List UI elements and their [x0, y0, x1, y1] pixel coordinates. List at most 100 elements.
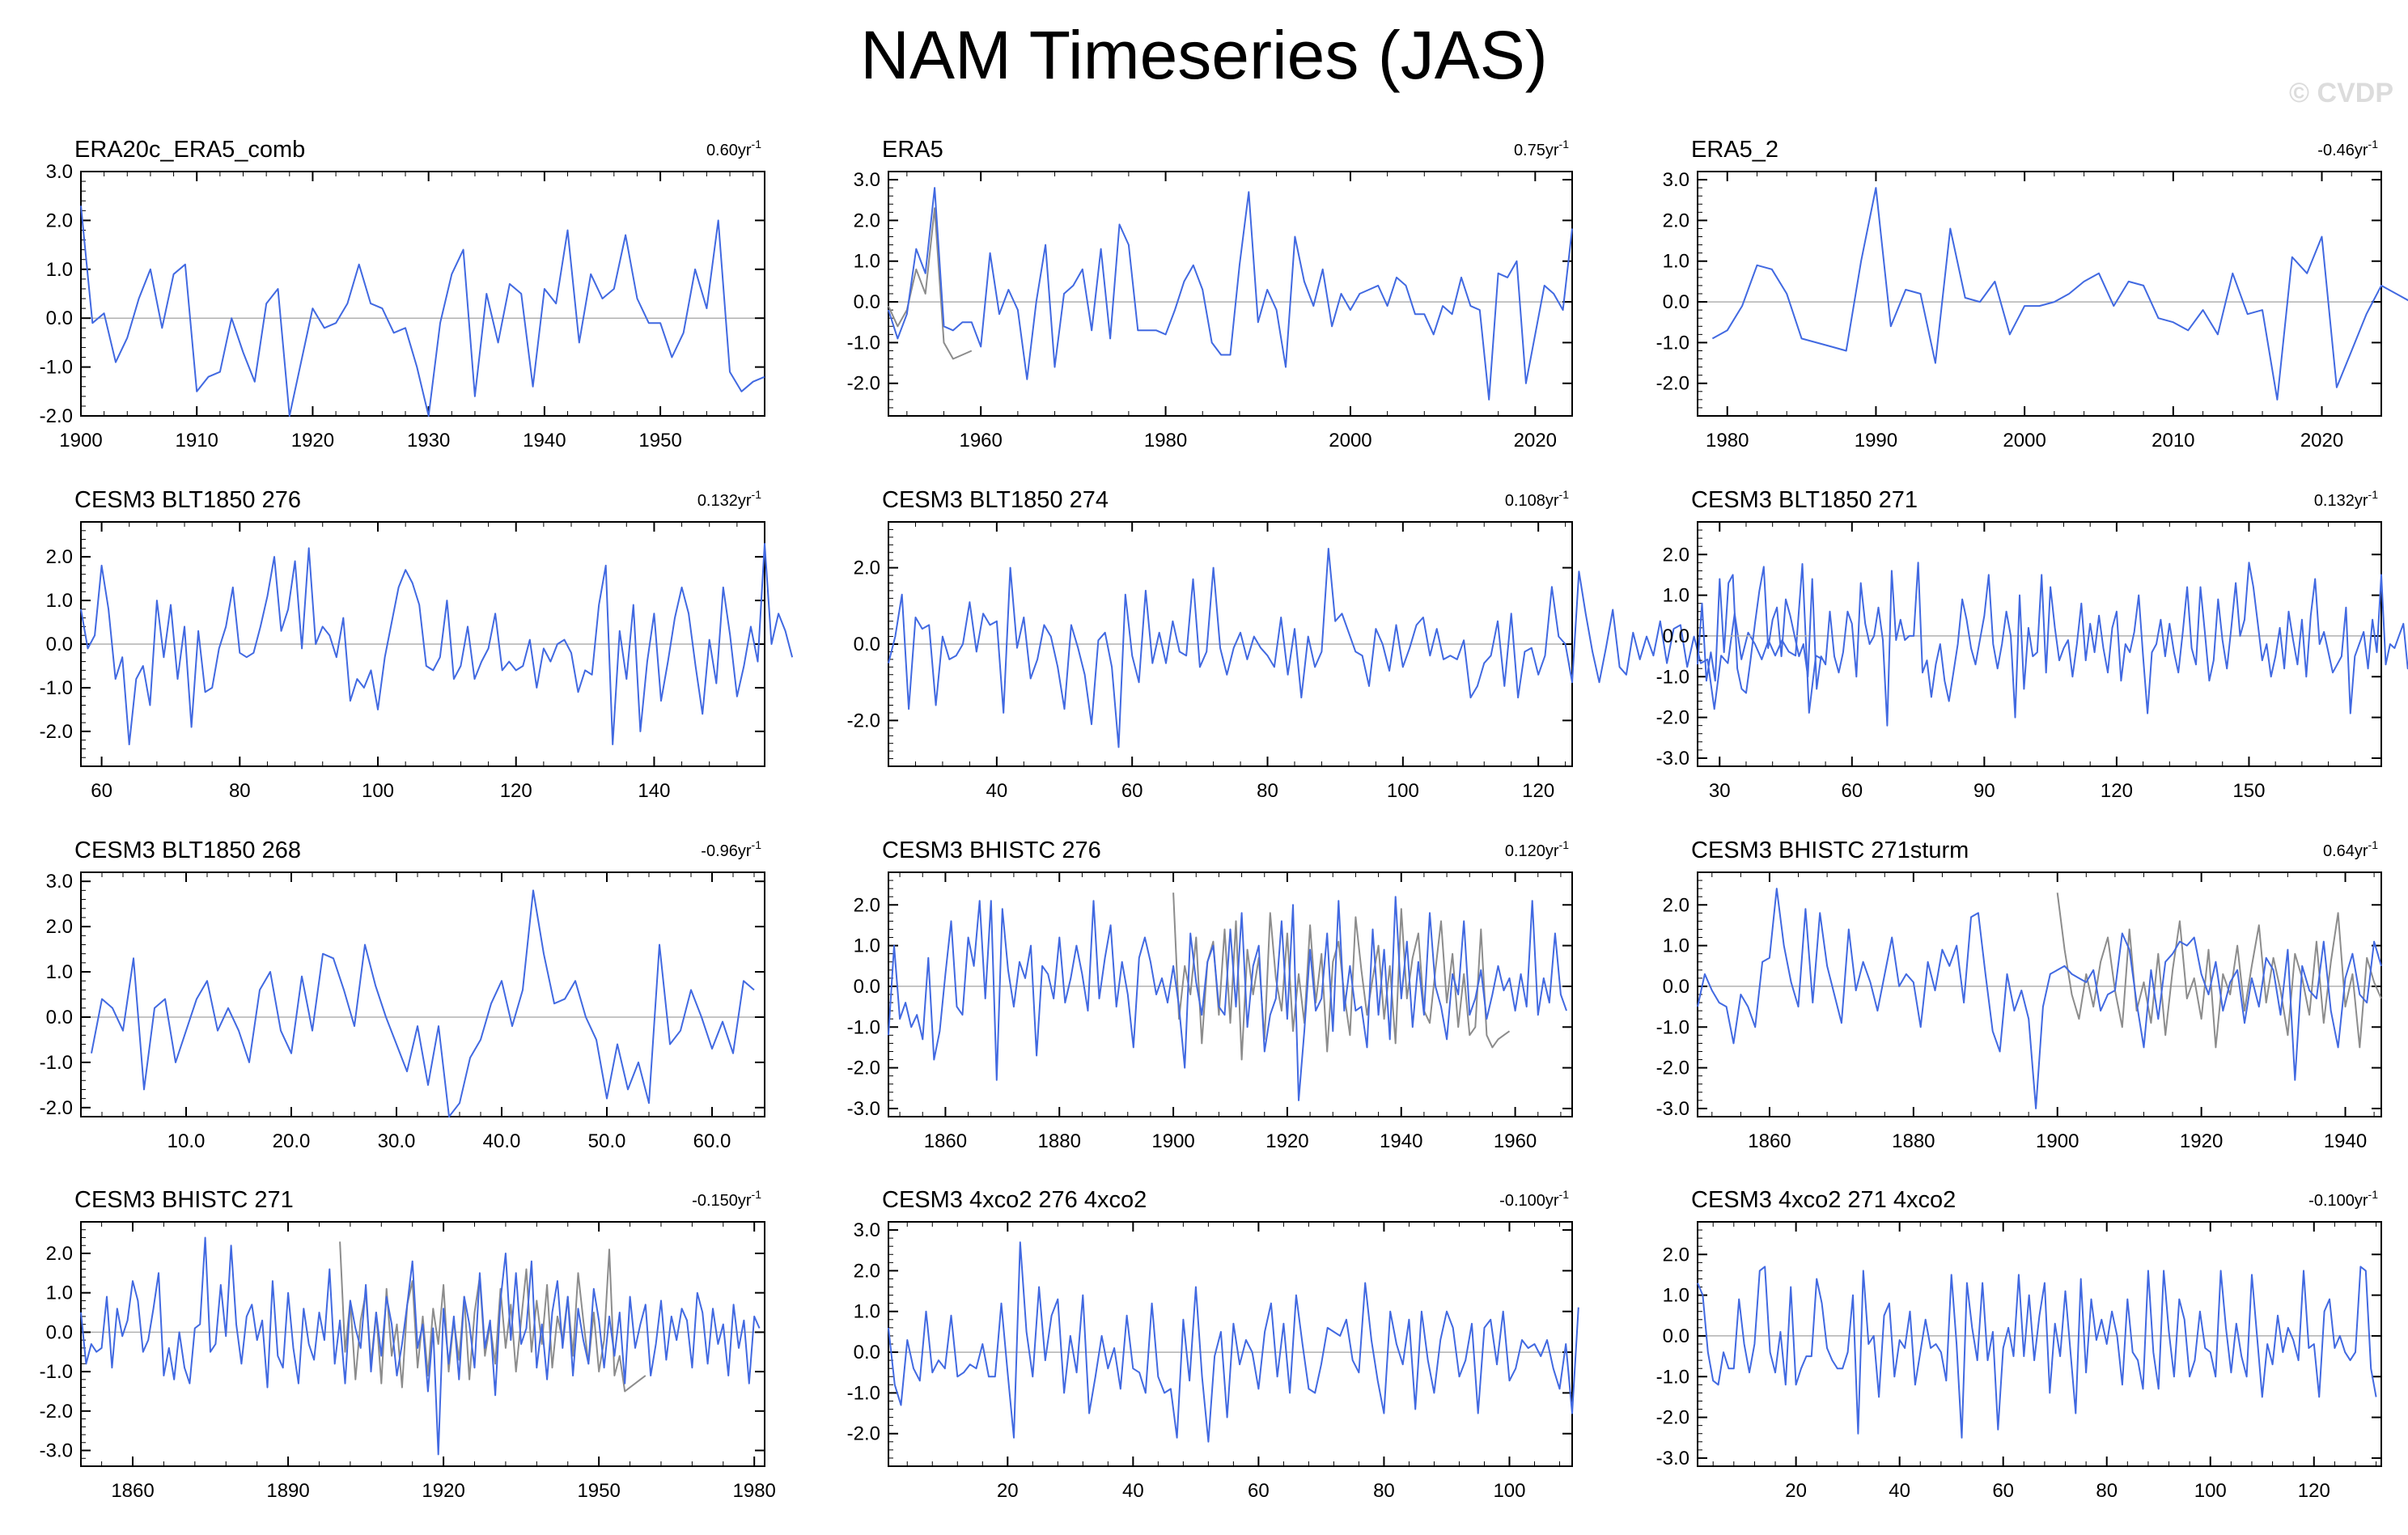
x-tick-label: 1880 [1892, 1130, 1935, 1152]
x-tick-label: 60 [1248, 1480, 1270, 1502]
panel-title: ERA5_2 [1691, 137, 1778, 163]
x-tick-label: 20 [1785, 1480, 1807, 1502]
y-tick-label: -2.0 [1656, 1407, 1689, 1429]
x-tick-label: 100 [362, 780, 394, 802]
panel-12: CESM3 4xco2 271 4xco2 -0.100yr-1 -3.0 -2.0 -… [1656, 1187, 2382, 1502]
series-line-primary [80, 206, 765, 417]
x-tick-label: 50.0 [588, 1130, 626, 1152]
plot-frame [888, 171, 1573, 417]
panel-title: ERA20c_ERA5_comb [74, 137, 305, 163]
trend-exponent: -1 [752, 1188, 762, 1201]
trend-unit: yr [2355, 1192, 2368, 1210]
x-tick-label: 2010 [2152, 430, 2194, 452]
y-tick-label: -2.0 [847, 373, 880, 395]
y-tick-label: -2.0 [40, 1401, 73, 1423]
trend-value: 0.120 [1505, 842, 1545, 860]
trend-value: -0.46 [2317, 142, 2355, 159]
y-tick-label: 0.0 [854, 291, 880, 313]
series-line-primary [91, 889, 755, 1117]
x-tick-label: 2020 [2300, 430, 2343, 452]
x-tick-label: 90 [1973, 780, 1995, 802]
x-tick-label: 20.0 [273, 1130, 311, 1152]
y-tick-label: 2.0 [1663, 544, 1689, 566]
trend-label: -0.46yr-1 [2317, 138, 2378, 159]
y-tick-label: 0.0 [1663, 625, 1689, 647]
panel-title: CESM3 4xco2 271 4xco2 [1691, 1187, 1956, 1213]
trend-exponent: -1 [1559, 488, 1570, 501]
series-line-primary [1697, 888, 2382, 1109]
x-tick-label: 60 [91, 780, 112, 802]
trend-unit: yr [738, 492, 752, 510]
y-tick-label: -2.0 [40, 1097, 73, 1119]
trend-unit: yr [1545, 1192, 1559, 1210]
y-tick-label: -1.0 [40, 1052, 73, 1074]
trend-unit: yr [1545, 142, 1559, 159]
panel-title: CESM3 BHISTC 271sturm [1691, 837, 1969, 863]
series-line-primary [80, 1236, 761, 1456]
trend-label: -0.100yr-1 [2308, 1188, 2378, 1210]
y-tick-label: 3.0 [854, 1219, 880, 1241]
x-tick-label: 120 [1522, 780, 1554, 802]
x-tick-label: 30 [1709, 780, 1731, 802]
y-tick-label: -1.0 [1656, 666, 1689, 688]
x-tick-label: 1920 [422, 1480, 464, 1502]
y-tick-label: -2.0 [40, 405, 73, 427]
y-tick-label: 1.0 [1663, 251, 1689, 273]
panel-8: CESM3 BHISTC 276 0.120yr-1 -3.0 -2.0 -1.0 0.0… [847, 837, 1573, 1152]
y-tick-label: 2.0 [46, 210, 73, 231]
y-tick-label: 2.0 [46, 546, 73, 568]
x-tick-label: 40 [1122, 1480, 1144, 1502]
plot-frame [80, 171, 765, 417]
y-tick-label: 2.0 [1663, 894, 1689, 916]
page-title: NAM Timeseries (JAS) [860, 17, 1548, 93]
x-tick-label: 1860 [111, 1480, 154, 1502]
y-tick-label: 2.0 [854, 1260, 880, 1282]
x-tick-label: 100 [1493, 1480, 1525, 1502]
trend-unit: yr [2355, 842, 2368, 860]
x-tick-label: 80 [1257, 780, 1278, 802]
y-tick-label: 3.0 [46, 871, 73, 893]
trend-value: 0.108 [1505, 492, 1545, 510]
trend-unit: yr [1545, 842, 1559, 860]
trend-exponent: -1 [1559, 138, 1570, 151]
plot-frame [1697, 871, 2382, 1117]
y-tick-label: -2.0 [847, 1423, 880, 1445]
y-tick-label: -1.0 [1656, 332, 1689, 354]
trend-exponent: -1 [752, 838, 762, 851]
x-tick-label: 1860 [1748, 1130, 1791, 1152]
panel-7: CESM3 BLT1850 268 -0.96yr-1 -2.0 -1.0 0.0 1.0… [40, 837, 765, 1152]
y-tick-label: 1.0 [46, 961, 73, 983]
y-tick-label: -2.0 [847, 1058, 880, 1079]
y-tick-label: 1.0 [46, 1283, 73, 1304]
x-tick-label: 1980 [1706, 430, 1749, 452]
y-tick-label: 0.0 [854, 1342, 880, 1363]
trend-value: 0.60 [706, 142, 738, 159]
y-tick-label: -1.0 [40, 357, 73, 379]
x-tick-label: 40 [1889, 1480, 1910, 1502]
panel-2: ERA5 0.75yr-1 -2.0 -1.0 0.0 1.0 2.0 3.0 1960 1980… [847, 137, 1573, 452]
y-tick-label: -1.0 [847, 1382, 880, 1404]
x-tick-label: 1890 [266, 1480, 309, 1502]
y-tick-label: 1.0 [1663, 1285, 1689, 1307]
y-tick-label: -1.0 [40, 677, 73, 699]
x-tick-label: 100 [2194, 1480, 2227, 1502]
series-line-primary [888, 187, 1573, 401]
x-tick-label: 40.0 [483, 1130, 521, 1152]
x-tick-label: 1930 [407, 430, 450, 452]
trend-label: -0.150yr-1 [692, 1188, 761, 1210]
x-tick-label: 2000 [1329, 430, 1371, 452]
y-tick-label: 0.0 [46, 1321, 73, 1343]
series-line-primary [888, 548, 1824, 748]
x-tick-label: 1960 [1494, 1130, 1537, 1152]
series-line-primary [888, 896, 1567, 1101]
x-tick-label: 1980 [1144, 430, 1187, 452]
y-tick-label: -2.0 [40, 721, 73, 743]
x-tick-label: 1980 [733, 1480, 776, 1502]
y-tick-label: 0.0 [46, 307, 73, 329]
panel-6: CESM3 BLT1850 271 0.132yr-1 -3.0 -2.0 -1.0 0.… [1656, 487, 2408, 802]
trend-exponent: -1 [2368, 138, 2379, 151]
x-tick-label: 10.0 [167, 1130, 206, 1152]
x-tick-label: 1950 [638, 430, 681, 452]
panel-title: ERA5 [882, 137, 943, 163]
y-tick-label: 1.0 [46, 590, 73, 612]
